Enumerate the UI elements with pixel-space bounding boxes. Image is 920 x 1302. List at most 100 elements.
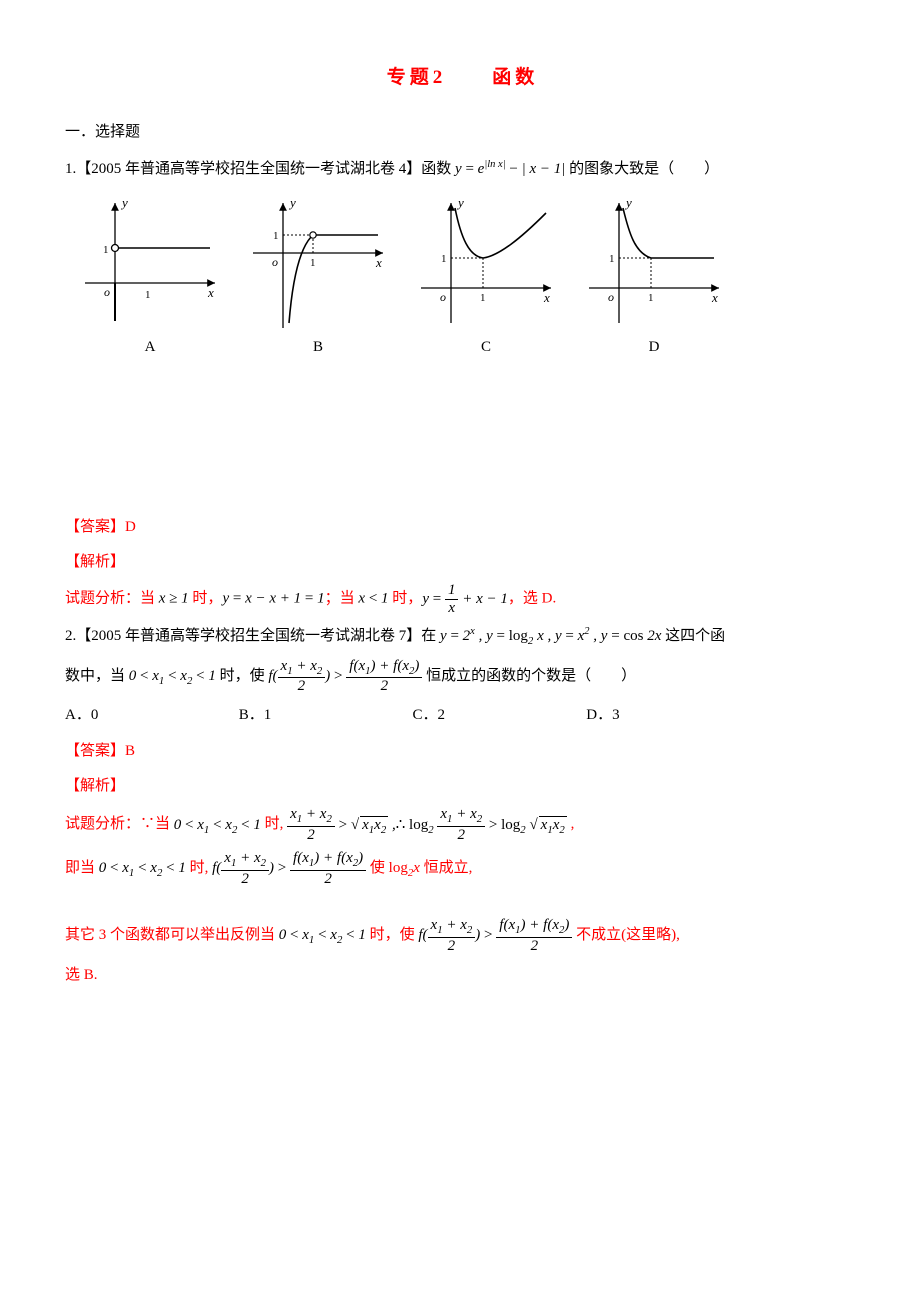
q2-choice-a: A．0 xyxy=(65,701,235,730)
q2-analysis-l3: 其它 3 个函数都可以举出反例当 0 < x1 < x2 < 1 时，使 f(x… xyxy=(65,917,860,954)
q1-stem-suffix: 的图象大致是（ ） xyxy=(565,161,719,177)
svg-text:y: y xyxy=(624,195,632,210)
q2a2-postpre: 使 xyxy=(366,860,389,876)
q2-log-ineq: ∴ log2 x1 + x22 > log2 √x1x2 xyxy=(396,817,567,833)
q2-mean-gt-geo: x1 + x22 > √x1x2 , xyxy=(287,817,396,833)
q2-number: 2. xyxy=(65,628,76,644)
answer-label: 【答案】 xyxy=(65,519,125,535)
answer-label2: 【答案】 xyxy=(65,743,125,759)
q2a1-pre: 试题分析：∵当 xyxy=(65,817,174,833)
svg-text:1: 1 xyxy=(648,292,654,304)
q2-cond-rep1: 0 < x1 < x2 < 1 xyxy=(174,817,261,833)
svg-text:o: o xyxy=(440,290,446,304)
q2-l2c: 恒成立的函数的个数是（ ） xyxy=(422,668,636,684)
q1-fig-d: y x o 1 1 D xyxy=(579,193,729,363)
q1-formula: y = e|ln x| − | x − 1| xyxy=(455,161,565,177)
q2-stem-mid: 这四个函 xyxy=(661,628,725,644)
q1-analysis: 试题分析：当 x ≥ 1 时，y = x − x + 1 = 1；当 x < 1… xyxy=(65,582,860,616)
q2-stem-line1: 2.【2005 年普通高等学校招生全国统一考试湖北卷 7】在 y = 2x , … xyxy=(65,622,860,652)
fig-label-d: D xyxy=(579,333,729,362)
svg-text:1: 1 xyxy=(441,253,447,265)
q2-answer: 【答案】B xyxy=(65,737,860,766)
q1-cond2: x < 1 xyxy=(358,591,388,607)
q1-fig-b: y x o 1 1 B xyxy=(243,193,393,363)
q2-answer-value: B xyxy=(125,743,135,759)
q2-choices: A．0 B．1 C．2 D．3 xyxy=(65,701,860,730)
q2a2-mid: 时, xyxy=(186,860,212,876)
q1-fig-c: y x o 1 1 C xyxy=(411,193,561,363)
q2-analysis-l2: 即当 0 < x1 < x2 < 1 时, f(x1 + x22) > f(x1… xyxy=(65,850,860,887)
svg-text:o: o xyxy=(608,290,614,304)
q2-funcs: y = 2x , y = log2 x , y = x2 , y = cos 2… xyxy=(440,628,661,644)
q2a2-post: 恒成立, xyxy=(420,860,473,876)
gap xyxy=(65,893,860,911)
q1-mid2: ；当 xyxy=(325,591,359,607)
q2-cond: 0 < x1 < x2 < 1 xyxy=(129,668,216,684)
q1-ana-prefix: 试题分析：当 xyxy=(65,591,159,607)
q1-fx2: y = 1x + x − 1 xyxy=(422,591,508,607)
q1-analysis-label: 【解析】 xyxy=(65,548,860,577)
svg-text:x: x xyxy=(375,255,382,270)
q2a3-post: 不成立(这里略), xyxy=(572,927,680,943)
q1-mid3: 时， xyxy=(389,591,423,607)
svg-text:1: 1 xyxy=(609,253,615,265)
fig-label-a: A xyxy=(75,333,225,362)
q2-ineq-rep2: f(x1 + x22) > f(x1) + f(x2)2 xyxy=(418,927,572,943)
q2-analysis-label: 【解析】 xyxy=(65,772,860,801)
svg-text:o: o xyxy=(272,255,278,269)
q1-figure-row: y x o 1 1 A y x o 1 1 xyxy=(75,193,860,363)
q1-end: ，选 D. xyxy=(508,591,556,607)
q2-choice-c-v: 2 xyxy=(438,707,446,723)
q2-ineq-rep: f(x1 + x22) > f(x1) + f(x2)2 xyxy=(212,860,366,876)
q2-source: 【2005 年普通高等学校招生全国统一考试湖北卷 7】 xyxy=(76,628,421,644)
q2-l2b: 时，使 xyxy=(216,668,269,684)
q1-fx1: y = x − x + 1 = 1 xyxy=(222,591,324,607)
q2-cond-rep2: 0 < x1 < x2 < 1 xyxy=(99,860,186,876)
q1-stem: 1.【2005 年普通高等学校招生全国统一考试湖北卷 4】函数 y = e|ln… xyxy=(65,155,860,184)
section-heading: 一．选择题 xyxy=(65,118,860,147)
svg-text:x: x xyxy=(207,285,214,300)
q2-l2a: 数中，当 xyxy=(65,668,129,684)
svg-text:o: o xyxy=(104,285,110,299)
spacer xyxy=(65,377,860,507)
q1-number: 1. xyxy=(65,161,76,177)
svg-text:1: 1 xyxy=(310,257,316,269)
svg-text:y: y xyxy=(288,195,296,210)
q2-choice-b: B．1 xyxy=(239,701,409,730)
page-title: 专题2 函数 xyxy=(65,60,860,96)
svg-text:x: x xyxy=(711,290,718,305)
svg-text:y: y xyxy=(456,195,464,210)
q2-cond-rep3: 0 < x1 < x2 < 1 xyxy=(279,927,366,943)
q1-answer-value: D xyxy=(125,519,136,535)
q2-choice-a-v: 0 xyxy=(91,707,99,723)
q2-choice-b-v: 1 xyxy=(264,707,272,723)
q1-fig-a: y x o 1 1 A xyxy=(75,193,225,363)
q1-cond1: x ≥ 1 xyxy=(159,591,189,607)
q1-stem-prefix: 函数 xyxy=(421,161,455,177)
fig-label-c: C xyxy=(411,333,561,362)
q2-choice-d: D．3 xyxy=(586,701,756,730)
q1-mid1: 时， xyxy=(189,591,223,607)
q2-stem-pre: 在 xyxy=(421,628,440,644)
q2a2-pre: 即当 xyxy=(65,860,99,876)
q1-answer: 【答案】D xyxy=(65,513,860,542)
q2a3-pre: 其它 3 个函数都可以举出反例当 xyxy=(65,927,279,943)
svg-text:x: x xyxy=(543,290,550,305)
svg-text:y: y xyxy=(120,195,128,210)
q2-choice-d-v: 3 xyxy=(612,707,620,723)
q2-ineq: f(x1 + x22) > f(x1) + f(x2)2 xyxy=(268,668,422,684)
q2-logx: log2x xyxy=(389,860,420,876)
svg-text:1: 1 xyxy=(145,289,151,301)
fig-label-b: B xyxy=(243,333,393,362)
q2a1-comma: , xyxy=(567,817,575,833)
svg-text:1: 1 xyxy=(103,244,109,256)
q2a1-mid: 时, xyxy=(261,817,287,833)
svg-text:1: 1 xyxy=(480,292,486,304)
q2-choice-c: C．2 xyxy=(413,701,583,730)
q2a3-mid: 时，使 xyxy=(366,927,419,943)
q2-analysis-l1: 试题分析：∵当 0 < x1 < x2 < 1 时, x1 + x22 > √x… xyxy=(65,806,860,843)
svg-text:1: 1 xyxy=(273,230,279,242)
q2-stem-line2: 数中，当 0 < x1 < x2 < 1 时，使 f(x1 + x22) > f… xyxy=(65,658,860,695)
q2-analysis-end: 选 B. xyxy=(65,961,860,990)
q1-source: 【2005 年普通高等学校招生全国统一考试湖北卷 4】 xyxy=(76,161,421,177)
